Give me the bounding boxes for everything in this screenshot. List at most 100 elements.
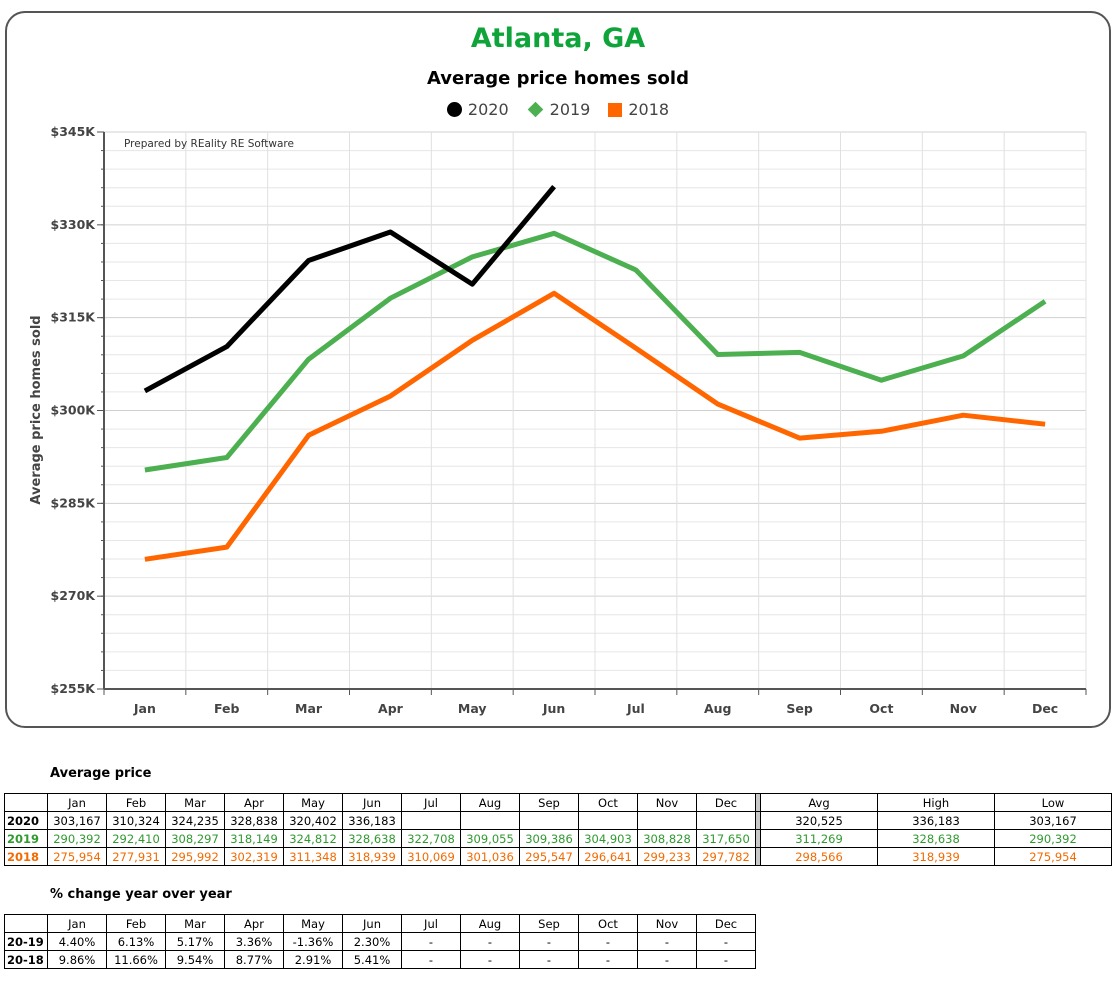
avg-table-title: Average price <box>50 766 152 781</box>
percent-value: 5.41% <box>342 950 402 969</box>
series-line-2019[interactable] <box>144 230 1047 473</box>
month-value: 292,410 <box>106 829 166 848</box>
table-row: 2018 275,954 277,931 295,992 302,319 311,348 3… <box>4 847 1112 866</box>
percent-value: 8.77% <box>224 950 284 969</box>
y-tick-label: $315K <box>51 310 97 325</box>
month-value: 301,036 <box>460 847 520 866</box>
percent-value: - <box>696 950 756 969</box>
legend-label-2020: 2020 <box>467 100 509 119</box>
x-tick-label: Dec <box>1032 701 1058 716</box>
month-header: Mar <box>165 914 225 933</box>
month-header: Aug <box>460 914 520 933</box>
chart-subtitle: Average price homes sold <box>427 68 689 89</box>
month-value <box>519 811 579 830</box>
month-value: 310,069 <box>401 847 461 866</box>
month-header: May <box>283 793 343 812</box>
percent-value: - <box>578 932 638 951</box>
month-header: Dec <box>696 914 756 933</box>
percent-value: - <box>401 950 461 969</box>
summary-value: 311,269 <box>760 829 878 848</box>
month-header: Oct <box>578 793 638 812</box>
percent-value: - <box>696 932 756 951</box>
month-value: 328,638 <box>342 829 402 848</box>
month-value: 318,939 <box>342 847 402 866</box>
y-axis-label: Average price homes sold <box>29 315 44 504</box>
summary-value: 318,939 <box>877 847 995 866</box>
x-tick-label: Aug <box>704 701 732 716</box>
chart-grid <box>103 131 1087 690</box>
legend-item-2019[interactable]: 2019 <box>527 100 591 119</box>
percent-value: 9.86% <box>47 950 107 969</box>
series-line-2020[interactable] <box>143 184 557 394</box>
month-header: Jul <box>401 793 461 812</box>
summary-value: 290,392 <box>994 829 1112 848</box>
percent-value: 4.40% <box>47 932 107 951</box>
chart-title: Atlanta, GA <box>470 23 646 54</box>
month-value: 328,838 <box>224 811 284 830</box>
month-value: 308,297 <box>165 829 225 848</box>
month-header: Feb <box>106 914 166 933</box>
month-value: 311,348 <box>283 847 343 866</box>
month-value: 275,954 <box>47 847 107 866</box>
series-line-2018[interactable] <box>144 290 1046 562</box>
month-header: Oct <box>578 914 638 933</box>
legend-item-2020[interactable]: 2020 <box>446 100 509 119</box>
x-tick-label: Sep <box>786 701 812 716</box>
month-value <box>460 811 520 830</box>
month-header: Jun <box>342 793 402 812</box>
month-header: Apr <box>224 793 284 812</box>
table-row: 20-18 9.86% 11.66% 9.54% 8.77% 2.91% 5.41% - - - -… <box>4 950 756 969</box>
month-value: 310,324 <box>106 811 166 830</box>
percent-value: 2.30% <box>342 932 402 951</box>
chart-legend: 2020 2019 2018 <box>0 100 1116 119</box>
month-value: 309,055 <box>460 829 520 848</box>
month-value <box>637 811 697 830</box>
month-header: Nov <box>637 914 697 933</box>
table-row: 20-19 4.40% 6.13% 5.17% 3.36% -1.36% 2.30% - - - -… <box>4 932 756 951</box>
month-header: Feb <box>106 793 166 812</box>
percent-value: - <box>401 932 461 951</box>
percent-value: - <box>460 932 520 951</box>
month-value: 309,386 <box>519 829 579 848</box>
legend-label-2018: 2018 <box>628 100 670 119</box>
month-value: 290,392 <box>47 829 107 848</box>
percent-value: 2.91% <box>283 950 343 969</box>
legend-item-2018[interactable]: 2018 <box>608 100 669 119</box>
table-header-row: Jan Feb Mar Apr May Jun Jul Aug Sep Oct Nov Dec Avg H… <box>4 793 1112 812</box>
x-tick-label: Oct <box>869 701 893 716</box>
percent-value: - <box>519 932 579 951</box>
comparison-label: 20-18 <box>4 950 48 969</box>
percent-value: 5.17% <box>165 932 225 951</box>
summary-value: 303,167 <box>994 811 1112 830</box>
y-tick-label: $345K <box>51 124 97 139</box>
table-row: 2019 290,392 292,410 308,297 318,149 324,812 3… <box>4 829 1112 848</box>
month-value: 304,903 <box>578 829 638 848</box>
month-value: 322,708 <box>401 829 461 848</box>
month-value: 318,149 <box>224 829 284 848</box>
summary-value: 328,638 <box>877 829 995 848</box>
month-value: 320,402 <box>283 811 343 830</box>
summary-value: 320,525 <box>760 811 878 830</box>
x-tick-label: Feb <box>214 701 240 716</box>
line-chart: $255K $270K $285K $300K $315K $330K $345K Jan Fe… <box>29 124 1087 716</box>
legend-label-2019: 2019 <box>549 100 591 119</box>
x-tick-label: Jun <box>542 701 565 716</box>
month-header: Sep <box>519 793 579 812</box>
month-header: Apr <box>224 914 284 933</box>
percent-change-table: Jan Feb Mar Apr May Jun Jul Aug Sep Oct Nov Dec 20-… <box>4 914 756 969</box>
percent-value: - <box>637 932 697 951</box>
month-header: Sep <box>519 914 579 933</box>
table-corner-cell <box>4 914 48 933</box>
month-header: Mar <box>165 793 225 812</box>
x-tick-label: Mar <box>295 701 323 716</box>
month-value: 324,235 <box>165 811 225 830</box>
month-value: 317,650 <box>696 829 756 848</box>
summary-header: Avg <box>760 793 878 812</box>
y-tick-label: $255K <box>51 681 97 696</box>
table-row: 2020 303,167 310,324 324,235 328,838 320,402 3… <box>4 811 1112 830</box>
month-value: 302,319 <box>224 847 284 866</box>
summary-header: High <box>877 793 995 812</box>
chart-series <box>143 184 1047 562</box>
month-value: 303,167 <box>47 811 107 830</box>
percent-value: 11.66% <box>106 950 166 969</box>
